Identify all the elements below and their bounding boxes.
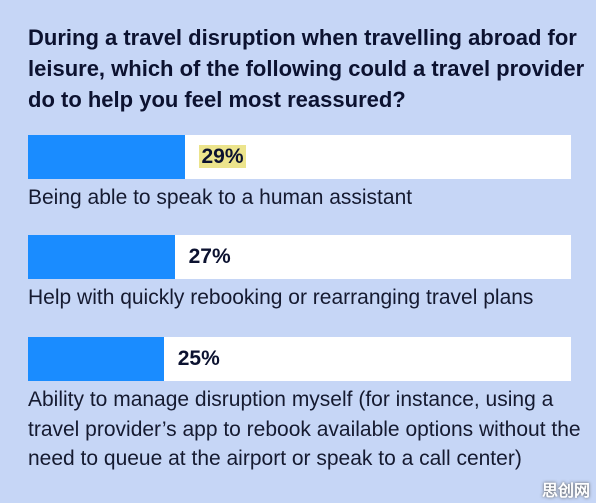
bar — [28, 235, 175, 279]
value-label-text: 27% — [188, 245, 231, 268]
bar-track: 29% — [28, 135, 571, 179]
category-label: Being able to speak to a human assistant — [28, 186, 413, 209]
bar-item: 29% Being able to speak to a human assist… — [28, 135, 593, 213]
bar — [28, 337, 164, 381]
value-label-text: 29% — [199, 145, 246, 168]
bar-track: 27% — [28, 235, 571, 279]
value-label-text: 25% — [177, 347, 220, 370]
value-label: 29% — [185, 135, 246, 179]
chart-title: During a travel disruption when travelli… — [28, 25, 585, 112]
bar-item: 27% Help with quickly rebooking or rearra… — [28, 235, 593, 313]
value-label: 27% — [175, 235, 231, 279]
bar-track: 25% — [28, 337, 571, 381]
category-label: Help with quickly rebooking or rearrangi… — [28, 286, 534, 309]
value-label: 25% — [164, 337, 220, 381]
category-label: Ability to manage disruption myself (for… — [28, 388, 581, 470]
bar-item: 25% Ability to manage disruption myself (… — [28, 337, 593, 474]
watermark: 思创网 — [541, 483, 590, 500]
bar — [28, 135, 186, 179]
